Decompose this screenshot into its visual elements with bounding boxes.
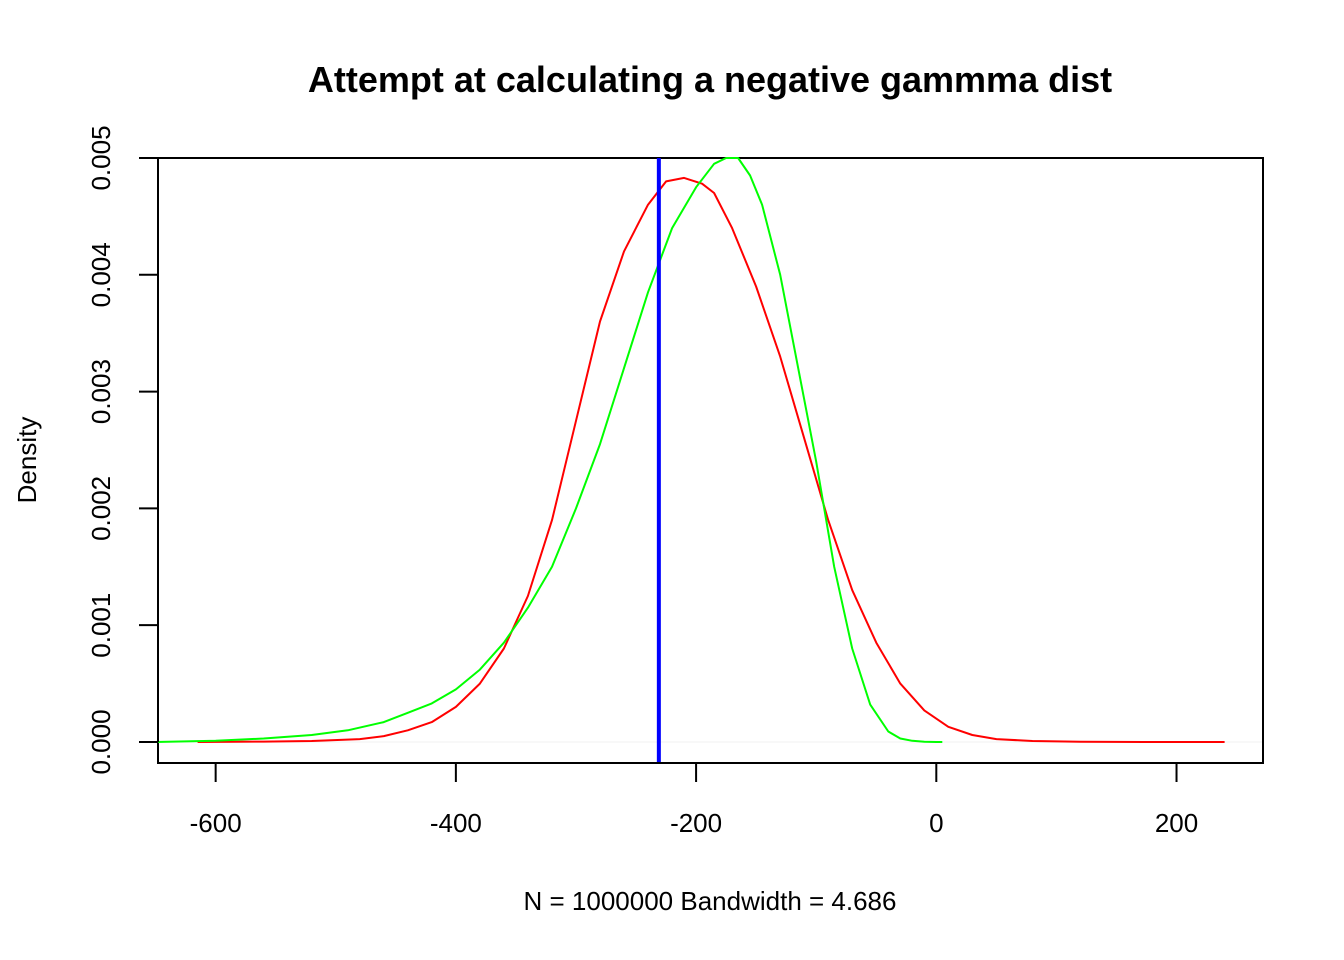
x-tick-label: -200 xyxy=(670,808,722,838)
x-axis-label: N = 1000000 Bandwidth = 4.686 xyxy=(524,886,897,916)
y-tick-label: 0.002 xyxy=(86,476,116,541)
y-tick-label: 0.005 xyxy=(86,125,116,190)
series-lines xyxy=(155,157,1225,743)
y-tick-label: 0.004 xyxy=(86,242,116,307)
chart-title: Attempt at calculating a negative gammma… xyxy=(308,59,1112,100)
y-tick-label: 0.003 xyxy=(86,359,116,424)
density-series-2 xyxy=(155,157,943,743)
y-tick-label: 0.001 xyxy=(86,593,116,658)
y-axis: 0.000 0.001 0.002 0.003 0.004 0.005 xyxy=(86,125,159,775)
x-tick-label: -600 xyxy=(190,808,242,838)
x-tick-label: 0 xyxy=(929,808,943,838)
y-axis-label: Density xyxy=(12,417,42,504)
x-tick-label: -400 xyxy=(430,808,482,838)
plot-area xyxy=(155,157,1262,763)
y-tick-label: 0.000 xyxy=(86,709,116,774)
x-tick-label: 200 xyxy=(1155,808,1198,838)
density-series-1 xyxy=(197,176,1225,743)
x-axis: -600 -400 -200 0 200 xyxy=(190,762,1198,838)
